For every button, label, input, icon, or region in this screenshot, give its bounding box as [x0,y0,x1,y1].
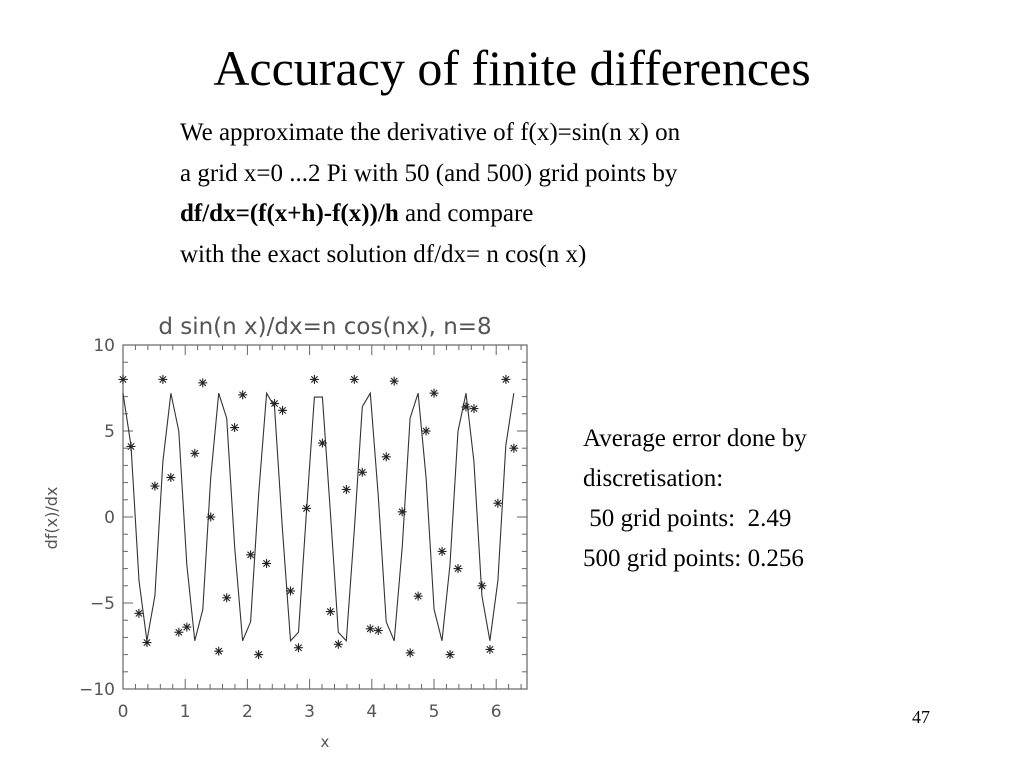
formula: df/dx=(f(x+h)-f(x))/h [180,200,399,227]
data-point-marker [333,639,343,649]
x-tick-label: 0 [118,702,129,722]
data-point-marker [461,402,471,412]
data-point-marker [413,591,423,601]
data-markers [118,374,519,660]
data-point-marker [206,512,216,522]
data-point-marker [286,586,296,596]
y-axis-label: df(x)/dx [42,487,61,550]
x-tick-label: 3 [304,702,315,722]
data-point-marker [246,550,256,560]
data-point-marker [437,546,447,556]
data-point-marker [309,374,319,384]
data-point-marker [349,374,359,384]
data-point-marker [150,481,160,491]
x-tick-label: 6 [491,702,502,722]
data-point-marker [301,503,311,513]
data-point-marker [174,627,184,637]
x-tick-label: 1 [180,702,191,722]
y-tick-label: −5 [90,594,115,614]
data-point-marker [341,484,351,494]
data-point-marker [373,626,383,636]
data-point-marker [238,390,248,400]
data-point-marker [397,507,407,517]
data-point-marker [469,404,479,414]
data-point-marker [485,644,495,654]
data-point-marker [142,638,152,648]
intro-line-1: We approximate the derivative of f(x)=si… [180,119,681,146]
data-point-marker [493,498,503,508]
data-point-marker [222,593,232,603]
data-point-marker [190,448,200,458]
x-tick-label: 4 [366,702,377,722]
data-point-marker [453,564,463,574]
plot-title: d sin(n x)/dx=n cos(nx), n=8 [158,314,491,340]
intro-line-4: with the exact solution df/dx= n cos(n x… [180,240,587,268]
y-tick-label: 0 [104,508,115,528]
data-point-marker [501,374,511,384]
data-point-marker [182,622,192,632]
data-point-marker [126,441,136,451]
data-point-marker [198,378,208,388]
data-point-marker [230,423,240,433]
slide-number: 47 [912,707,930,727]
data-point-marker [270,398,280,408]
data-point-marker [166,472,176,482]
data-point-marker [325,607,335,617]
data-point-marker [278,405,288,415]
data-point-marker [317,438,327,448]
data-point-marker [293,643,303,653]
error-line-2: discretisation: [583,465,724,492]
data-point-marker [254,650,264,660]
data-point-marker [214,646,224,656]
data-point-marker [509,443,519,453]
intro-line-2: a grid x=0 ...2 Pi with 50 (and 500) gri… [180,159,678,187]
error-line-4: 500 grid points: 0.256 [583,545,804,572]
y-tick-label: 10 [93,336,115,356]
average-error-block: Average error done by discretisation: 50… [583,419,923,579]
data-point-marker [421,426,431,436]
x-tick-label: 5 [429,702,440,722]
data-point-marker [357,467,367,477]
data-point-marker [262,558,272,568]
x-tick-label: 2 [242,702,253,722]
slide-title: Accuracy of finite differences [213,40,811,96]
intro-line-3-rest: and compare [398,200,534,227]
data-point-marker [118,374,128,384]
error-line-3: 50 grid points: 2.49 [583,505,792,532]
y-tick-label: −10 [79,680,115,700]
data-point-marker [477,581,487,591]
intro-line-3: df/dx=(f(x+h)-f(x))/h and compare [180,194,900,235]
x-axis-label: x [321,733,330,751]
data-point-marker [158,374,168,384]
data-point-marker [389,376,399,386]
intro-text: We approximate the derivative of f(x)=si… [180,113,900,275]
finite-difference-line [122,391,515,643]
data-point-marker [365,624,375,634]
data-point-marker [405,648,415,658]
error-line-1: Average error done by [583,425,807,452]
data-point-marker [429,388,439,398]
data-point-marker [134,608,144,618]
y-tick-label: 5 [104,422,115,442]
data-point-marker [445,650,455,660]
data-point-marker [381,452,391,462]
axis-ticks: 0 1 2 3 4 5 6 10 5 0 −5 −10 [79,336,527,722]
